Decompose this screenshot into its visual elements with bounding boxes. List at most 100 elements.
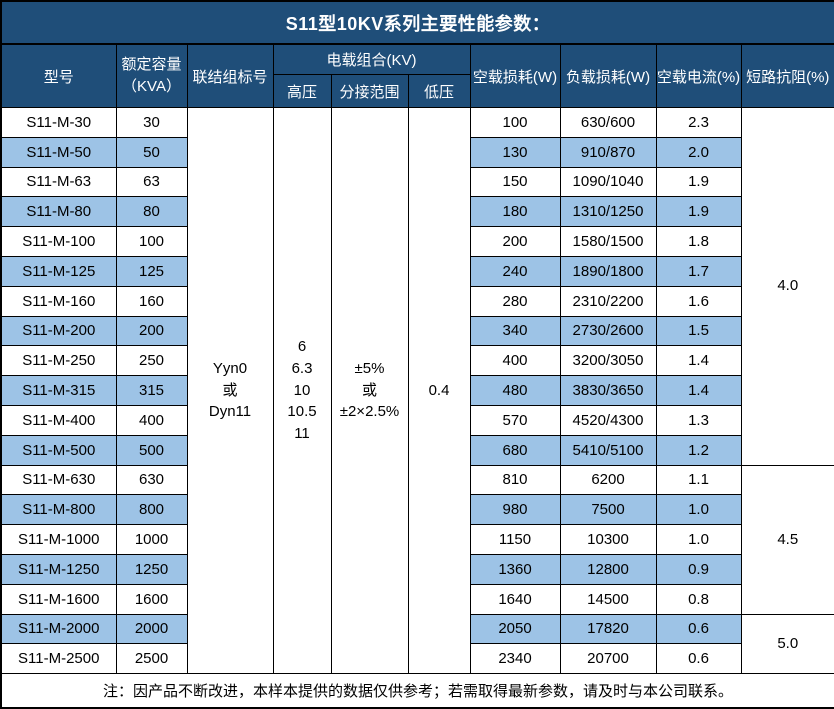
load-loss-cell: 5410/5100 [559, 434, 657, 466]
no-load-loss-cell: 480 [469, 375, 561, 406]
no-load-loss-cell: 100 [469, 107, 561, 138]
no-load-loss-cell: 2050 [469, 613, 561, 645]
table-row: S11-M-125 125 240 1890/1800 1.7 [0, 255, 834, 287]
capacity-header-line2: （KVA） [122, 78, 181, 95]
load-loss-cell: 3200/3050 [559, 345, 657, 377]
model-cell: S11-M-160 [0, 285, 117, 317]
capacity-cell: 30 [115, 107, 188, 138]
capacity-cell: 800 [115, 494, 188, 526]
no-load-current-cell: 1.4 [655, 375, 742, 406]
no-load-current-cell: 1.0 [655, 524, 742, 555]
load-loss-cell: 17820 [559, 613, 657, 645]
model-cell: S11-M-1250 [0, 553, 117, 585]
tap-range-cell-line: ±5% [354, 359, 385, 377]
no-load-loss-cell: 180 [469, 196, 561, 228]
no-load-loss-cell: 340 [469, 315, 561, 347]
no-load-current-cell: 2.0 [655, 136, 742, 168]
col-header-hv: 高压 [272, 74, 332, 108]
table-row: S11-M-1600 1600 1640 14500 0.8 [0, 583, 834, 615]
col-header-lv: 低压 [407, 74, 471, 108]
hv-values-cell-line: 6 [297, 338, 307, 356]
capacity-cell: 630 [115, 464, 188, 496]
hv-values-cell: 6 6.3 10 10.5 11 [272, 106, 332, 675]
table-row: S11-M-1250 1250 1360 12800 0.9 [0, 553, 834, 585]
capacity-header-line1: 额定容量 [121, 55, 182, 73]
model-cell: S11-M-63 [0, 166, 117, 198]
load-loss-cell: 2730/2600 [559, 315, 657, 347]
capacity-cell: 125 [115, 255, 188, 287]
no-load-loss-cell: 150 [469, 166, 561, 198]
load-loss-cell: 2310/2200 [559, 285, 657, 317]
model-cell: S11-M-80 [0, 196, 117, 228]
no-load-loss-cell: 2340 [469, 643, 561, 675]
impedance-cell: 5.0 [740, 613, 834, 675]
no-load-current-cell: 1.6 [655, 285, 742, 317]
col-header-load-loss: 负载损耗(W) [559, 43, 657, 108]
model-cell: S11-M-100 [0, 226, 117, 257]
table-row: S11-M-400 400 570 4520/4300 1.3 [0, 404, 834, 436]
no-load-current-cell: 1.9 [655, 196, 742, 228]
title-row: S11型10KV系列主要性能参数： [0, 0, 834, 45]
table-row: S11-M-80 80 180 1310/1250 1.9 [0, 196, 834, 228]
footer-note: 注：因产品不断改进，本样本提供的数据仅供参考；若需取得最新参数，请及时与本公司联… [0, 673, 834, 709]
header-row-sub: 高压 分接范围 低压 [1, 74, 834, 108]
load-loss-cell: 910/870 [559, 136, 657, 168]
table-row: S11-M-100 100 200 1580/1500 1.8 [0, 226, 834, 257]
no-load-current-cell: 0.8 [655, 583, 742, 615]
col-header-model: 型号 [0, 43, 117, 108]
capacity-cell: 2500 [115, 643, 188, 675]
table-row: S11-M-500 500 680 5410/5100 1.2 [0, 434, 834, 466]
hv-values-cell-line: 6.3 [291, 359, 313, 377]
no-load-loss-cell: 1360 [469, 553, 561, 585]
no-load-current-cell: 1.4 [655, 345, 742, 377]
no-load-current-cell: 1.1 [655, 464, 742, 496]
load-loss-cell: 12800 [559, 553, 657, 585]
no-load-current-cell: 1.7 [655, 255, 742, 287]
capacity-cell: 50 [115, 136, 188, 168]
table-row: S11-M-50 50 130 910/870 2.0 [0, 136, 834, 168]
capacity-cell: 315 [115, 375, 188, 406]
table-row: S11-M-315 315 480 3830/3650 1.4 [0, 375, 834, 406]
capacity-cell: 63 [115, 166, 188, 198]
model-cell: S11-M-250 [0, 345, 117, 377]
table-body: S11-M-30 30 Yyn0 或 Dyn11 6 6.3 10 10.5 11 ±5% 或 ±2×2… [0, 106, 834, 675]
no-load-loss-cell: 680 [469, 434, 561, 466]
tap-range-cell: ±5% 或 ±2×2.5% [330, 106, 409, 675]
model-cell: S11-M-125 [0, 255, 117, 287]
hv-values-cell-line: 10 [293, 381, 311, 399]
no-load-loss-cell: 130 [469, 136, 561, 168]
load-loss-cell: 3830/3650 [559, 375, 657, 406]
no-load-loss-cell: 400 [469, 345, 561, 377]
load-loss-cell: 10300 [559, 524, 657, 555]
hv-values-cell-line: 11 [294, 425, 310, 443]
col-header-impedance: 短路抗阻(%) [740, 43, 834, 108]
load-loss-cell: 14500 [559, 583, 657, 615]
model-cell: S11-M-800 [0, 494, 117, 526]
no-load-loss-cell: 980 [469, 494, 561, 526]
capacity-cell: 1000 [115, 524, 188, 555]
load-loss-cell: 1310/1250 [559, 196, 657, 228]
load-loss-cell: 6200 [559, 464, 657, 496]
col-header-tap-range: 分接范围 [330, 74, 409, 108]
table-row: S11-M-2000 2000 2050 17820 0.6 5.0 [0, 613, 834, 675]
no-load-loss-cell: 200 [469, 226, 561, 257]
hv-values-cell-line: 10.5 [287, 403, 317, 421]
no-load-loss-cell: 1150 [469, 524, 561, 555]
no-load-current-cell: 2.3 [655, 107, 742, 138]
no-load-loss-cell: 240 [469, 255, 561, 287]
header-row-main: 型号 额定容量 （KVA） 联结组标号 电载组合(KV) 空载损耗(W) 负载损… [0, 43, 834, 108]
capacity-cell: 100 [115, 226, 188, 257]
connection-group-cell-line: 或 [222, 381, 238, 399]
connection-group-cell-line: Yyn0 [212, 359, 248, 377]
col-header-connection: 联结组标号 [186, 43, 274, 108]
impedance-cell: 4.5 [740, 464, 834, 615]
load-loss-cell: 1580/1500 [559, 226, 657, 257]
capacity-cell: 80 [115, 196, 188, 228]
model-cell: S11-M-2500 [0, 643, 117, 675]
no-load-current-cell: 1.0 [655, 494, 742, 526]
table-row: S11-M-200 200 340 2730/2600 1.5 [0, 315, 834, 347]
table-row: S11-M-2500 2500 2340 20700 0.6 [0, 643, 834, 675]
no-load-current-cell: 1.5 [655, 315, 742, 347]
